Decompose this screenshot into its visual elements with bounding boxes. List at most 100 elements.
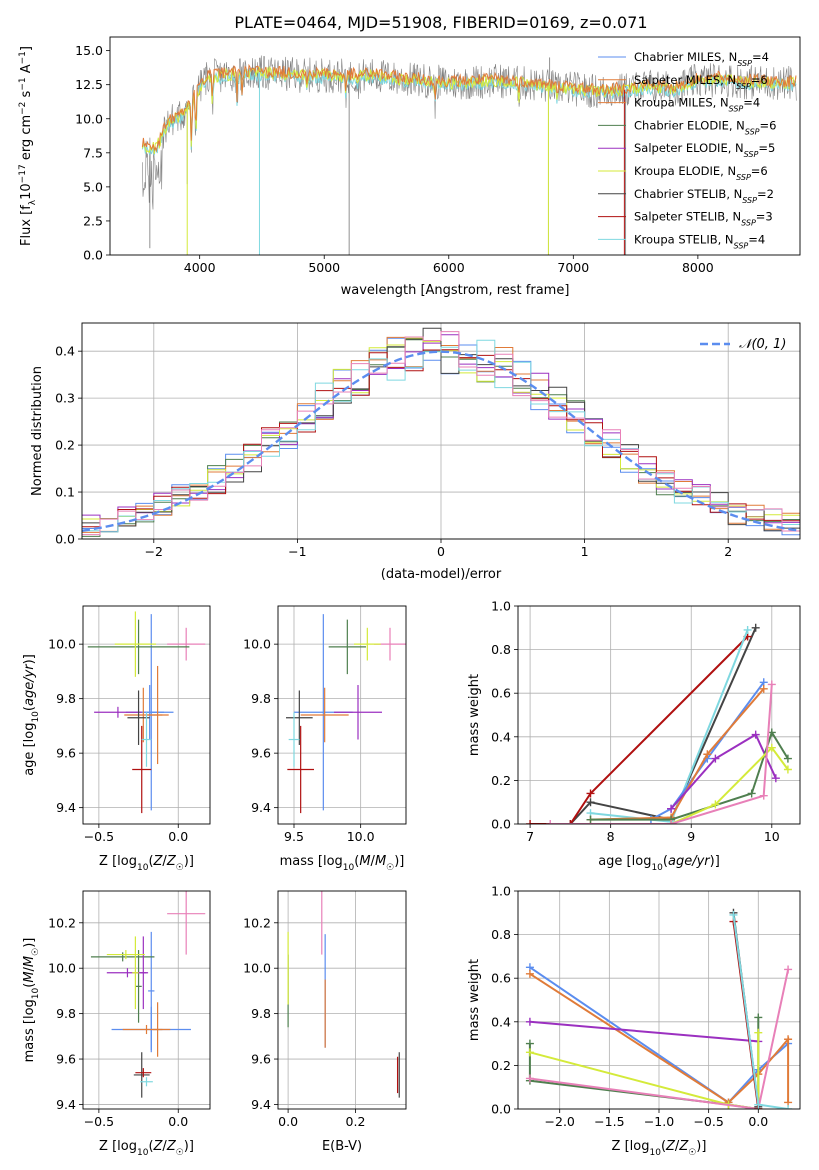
weight-marker <box>783 754 792 763</box>
x-tick-label: 8000 <box>682 260 714 275</box>
y-tick-label: 9.8 <box>251 1006 271 1021</box>
axes-frame <box>277 605 407 825</box>
axes-frame <box>82 890 211 1110</box>
x-axis-label: mass [log10(M/M☉)] <box>280 854 405 873</box>
weight-marker <box>743 625 752 634</box>
legend-entry: Salpeter STELIB, NSSP=3 <box>634 210 773 228</box>
error-bar-point <box>300 687 349 743</box>
y-tick-label: 0.6 <box>491 686 511 701</box>
y-tick-label: 10.0 <box>243 637 271 652</box>
weight-marker <box>754 1028 763 1037</box>
model-spectrum <box>141 63 797 153</box>
mass-vs-metallicity-panel: −0.5 0.0 9.4 9.6 9.8 10.0 10.2 Z [log10(Z/Z☉)] m… <box>22 890 211 1158</box>
spectrum-panel: 4000 5000 6000 7000 8000 0.0 2.5 5.0 7.5 10.0 12.5… <box>18 36 801 298</box>
weight-series <box>729 910 793 1109</box>
y-tick-label: 9.8 <box>56 691 76 706</box>
error-bar-point <box>328 619 366 675</box>
x-tick-label: 10 <box>764 829 780 844</box>
x-axis-label: Z [log10(Z/Z☉)] <box>99 1139 194 1158</box>
error-bar-point <box>132 725 152 814</box>
error-bar-point <box>122 1024 171 1035</box>
y-tick-label: 9.6 <box>56 1052 76 1067</box>
weight-marker <box>586 815 595 824</box>
y-tick-label: 9.4 <box>251 800 271 815</box>
weight-marker <box>525 1039 534 1048</box>
y-tick-label: 9.6 <box>251 746 271 761</box>
x-axis-label: Z [log10(Z/Z☉)] <box>612 1139 707 1158</box>
weight-marker <box>751 730 760 739</box>
y-tick-label: 0.0 <box>55 532 75 547</box>
weight-series <box>526 632 752 824</box>
x-tick-label: 4000 <box>184 260 216 275</box>
x-tick-label: 8 <box>607 829 615 844</box>
weight-marker <box>566 820 575 824</box>
error-bar-point <box>146 665 169 765</box>
figure-title: PLATE=0464, MJD=51908, FIBERID=0169, z=0… <box>234 13 647 32</box>
x-tick-label: 0.0 <box>748 1114 768 1129</box>
error-bar-point <box>135 1068 152 1078</box>
weight-marker <box>526 820 535 824</box>
weight-marker <box>754 1100 763 1109</box>
legend-entry: Salpeter MILES, NSSP=6 <box>634 73 768 91</box>
axes-frame <box>109 36 801 256</box>
weight-line <box>670 746 789 824</box>
error-bar-point <box>114 611 157 677</box>
error-bar-point <box>133 1052 150 1098</box>
y-tick-label: 0.4 <box>491 1014 511 1029</box>
weight-marker <box>759 684 768 693</box>
mass-vs-ebv-panel: 0.0 0.2 9.4 9.6 9.8 10.0 10.2 E(B-V) <box>243 890 407 1154</box>
x-tick-label: −0.5 <box>693 1114 723 1129</box>
weight-marker <box>784 1035 793 1044</box>
x-tick-label: −1 <box>288 544 306 559</box>
axes-frame <box>517 890 801 1110</box>
y-axis-label: Normed distribution <box>30 366 45 496</box>
normal-curve <box>82 350 800 532</box>
weight-vs-metallicity-panel: −2.0 −1.5 −1.0 −0.5 0.0 0.0 0.2 0.4 0.6 0.8 1.0 Z [… <box>467 884 801 1158</box>
y-tick-label: 0.2 <box>491 773 511 788</box>
axes-frame <box>277 890 407 1110</box>
y-tick-label: 0.8 <box>491 927 511 942</box>
x-tick-label: 9 <box>687 829 695 844</box>
legend-entry: Kroupa ELODIE, NSSP=6 <box>634 164 768 182</box>
y-tick-label: 1.0 <box>491 884 511 899</box>
y-tick-label: 0.6 <box>491 971 511 986</box>
y-tick-label: 0.1 <box>55 485 75 500</box>
y-axis-label: mass [log10(M/M☉)] <box>22 938 41 1063</box>
weight-marker <box>703 750 712 759</box>
y-tick-label: 10.2 <box>243 915 271 930</box>
error-bar-point <box>140 936 147 1010</box>
weight-line <box>529 1020 759 1043</box>
weight-marker <box>546 820 555 824</box>
error-bar-point <box>132 936 139 1010</box>
residual-histogram <box>82 331 800 536</box>
y-tick-label: 0.2 <box>491 1058 511 1073</box>
x-tick-label: 7 <box>526 829 534 844</box>
x-tick-label: 0 <box>437 544 445 559</box>
error-bar-point <box>94 706 142 718</box>
x-axis-label: E(B-V) <box>322 1139 362 1154</box>
legend-entry: Chabrier MILES, NSSP=4 <box>634 50 769 68</box>
legend-entry: Salpeter ELODIE, NSSP=5 <box>634 141 775 159</box>
y-tick-label: 9.4 <box>251 1097 271 1112</box>
y-tick-label: 9.6 <box>56 746 76 761</box>
weight-marker <box>525 1074 534 1083</box>
error-bar-point <box>152 1002 163 1057</box>
y-tick-label: 0.3 <box>55 391 75 406</box>
y-axis-label: mass weight <box>467 959 482 1041</box>
error-bar-point <box>354 627 381 661</box>
axes-frame <box>81 322 801 540</box>
weight-marker <box>767 743 776 752</box>
error-bar-point <box>135 950 142 1023</box>
y-tick-label: 9.4 <box>56 800 76 815</box>
weight-marker <box>525 969 534 978</box>
weight-marker <box>586 798 595 807</box>
x-tick-label: −0.5 <box>84 829 114 844</box>
weight-marker <box>525 1017 534 1026</box>
weight-series <box>667 730 780 813</box>
error-bar-point <box>87 619 190 675</box>
x-tick-label: 0.2 <box>346 1114 366 1129</box>
weight-line <box>530 635 749 824</box>
weight-line <box>569 627 757 824</box>
y-tick-label: 0.4 <box>55 344 75 359</box>
weight-marker <box>771 774 780 783</box>
